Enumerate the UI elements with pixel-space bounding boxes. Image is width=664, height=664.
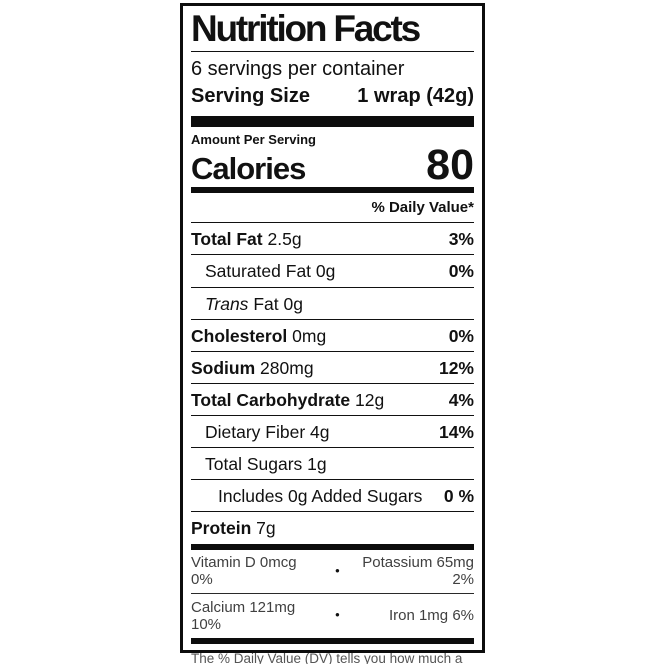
vitamin-d-value: Vitamin D 0mcg 0% <box>191 554 297 589</box>
calories-row: Calories 80 <box>191 141 474 190</box>
serving-size-label: Serving Size <box>191 84 310 107</box>
bullet-separator: • <box>335 607 340 623</box>
nutrient-name: Cholesterol <box>191 325 288 346</box>
nutrient-row-saturated-fat: Saturated Fat 0g 0% <box>191 254 474 286</box>
calcium-value: Calcium 121mg 10% <box>191 598 296 633</box>
micronutrients-section: Vitamin D 0mcg 0% • Potassium 65mg 2% Ca… <box>191 550 474 638</box>
nutrient-row-total-carbohydrate: Total Carbohydrate 12g 4% <box>191 382 474 415</box>
nutrient-amount: 280mg <box>260 357 314 378</box>
nutrient-dv: 0% <box>448 261 474 282</box>
nutrient-row-total-sugars: Total Sugars 1g <box>191 447 474 479</box>
micronutrient-row-2: Calcium 121mg 10% • Iron 1mg 6% <box>191 593 474 638</box>
nutrient-name: Total Fat <box>191 229 263 250</box>
nutrient-name: Includes 0g Added Sugars <box>218 486 423 507</box>
potassium-value: Potassium 65mg 2% <box>362 554 474 589</box>
nutrient-amount: 0g <box>315 261 336 282</box>
nutrient-name: Total Carbohydrate <box>191 389 351 410</box>
serving-size-value: 1 wrap (42g) <box>357 84 474 107</box>
micronutrient-row-1: Vitamin D 0mcg 0% • Potassium 65mg 2% <box>191 550 474 594</box>
trans-italic: Trans <box>205 293 249 314</box>
nutrient-amount: 2.5g <box>267 229 302 250</box>
iron-value: Iron 1mg 6% <box>388 607 474 625</box>
divider-thick-top <box>191 115 474 127</box>
nutrient-row-protein: Protein 7g <box>191 511 474 543</box>
nutrient-dv: 3% <box>448 229 474 250</box>
nutrient-dv: 0% <box>448 325 474 346</box>
nutrient-name: Saturated Fat <box>205 261 312 282</box>
daily-value-footnote: The % Daily Value (DV) tells you how muc… <box>191 650 463 664</box>
nutrient-amount: 12g <box>355 389 385 410</box>
panel-title: Nutrition Facts <box>191 6 474 52</box>
nutrient-dv: 14% <box>438 422 474 443</box>
servings-per-container: 6 servings per container <box>191 57 405 80</box>
nutrient-row-sodium: Sodium 280mg 12% <box>191 350 474 383</box>
nutrient-name: Protein <box>191 518 252 539</box>
nutrient-amount: 7g <box>256 518 276 539</box>
amount-per-serving-label: Amount Per Serving <box>191 131 316 147</box>
nutrient-amount: 4g <box>310 422 330 443</box>
nutrient-row-cholesterol: Cholesterol 0mg 0% <box>191 318 474 351</box>
nutrient-dv: 4% <box>448 389 474 410</box>
nutrient-row-added-sugars: Includes 0g Added Sugars 0 % <box>191 479 474 511</box>
nutrient-name: Fat <box>253 293 279 314</box>
nutrition-facts-panel: Nutrition Facts 6 servings per container… <box>180 3 485 664</box>
nutrient-amount: 1g <box>307 454 327 475</box>
nutrient-name: Sodium <box>191 357 256 378</box>
nutrient-dv: 0 % <box>443 486 474 507</box>
calories-label: Calories <box>191 150 306 186</box>
nutrient-row-trans-fat: Trans Fat 0g <box>191 286 474 319</box>
divider-medium-footnote <box>191 637 474 644</box>
serving-size-row: Serving Size 1 wrap (42g) <box>191 81 474 116</box>
daily-value-header: % Daily Value* <box>371 198 474 216</box>
nutrient-amount: 0g <box>283 293 303 314</box>
bullet-separator: • <box>335 562 340 578</box>
nutrient-dv: 12% <box>438 357 474 378</box>
divider-medium-calories <box>191 186 474 193</box>
nutrient-amount: 0mg <box>292 325 327 346</box>
nutrient-row-total-fat: Total Fat 2.5g 3% <box>191 222 474 254</box>
calories-value: 80 <box>426 141 474 190</box>
nutrient-name: Total Sugars <box>205 454 303 475</box>
nutrient-row-dietary-fiber: Dietary Fiber 4g 14% <box>191 415 474 447</box>
divider-medium-protein <box>191 543 474 550</box>
nutrient-name: Dietary Fiber <box>205 422 306 443</box>
